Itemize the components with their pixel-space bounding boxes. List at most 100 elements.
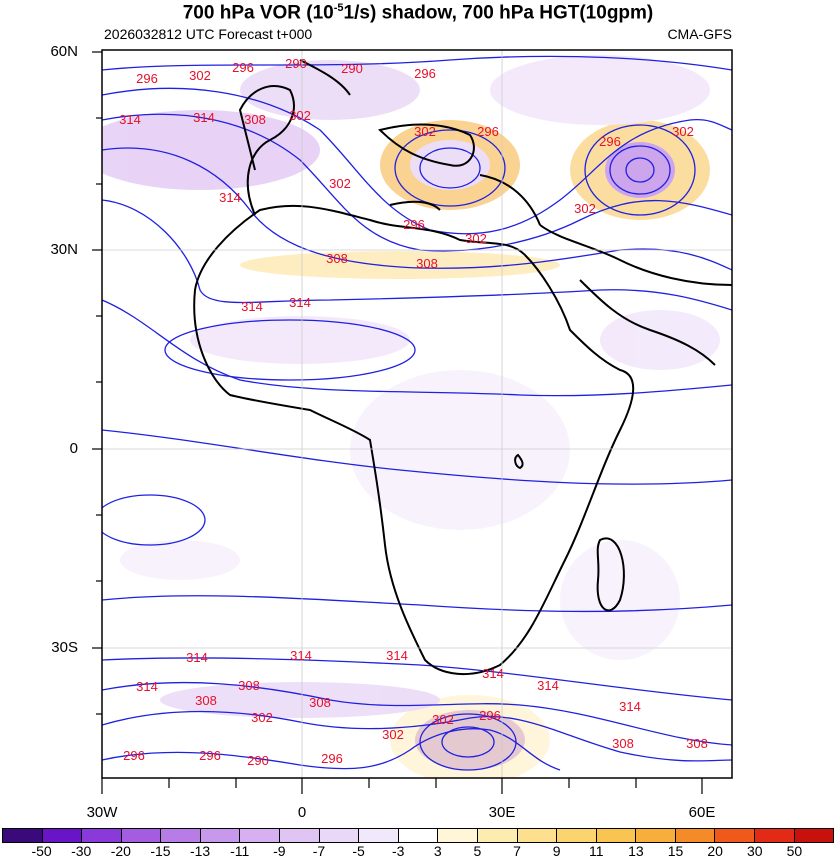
contour-label: 302 xyxy=(414,124,436,139)
lat-label-0: 0 xyxy=(69,440,78,457)
contour-label: 302 xyxy=(289,108,311,123)
colorbar-label: -5 xyxy=(352,843,365,859)
colorbar-cell xyxy=(319,829,360,842)
colorbar-cell xyxy=(359,829,399,842)
colorbar-cell xyxy=(557,829,597,842)
lon-label-60e: 60E xyxy=(688,804,716,821)
colorbar-label: -11 xyxy=(230,843,250,859)
colorbar-label: -3 xyxy=(391,843,405,859)
lon-label-0: 0 xyxy=(297,804,307,821)
colorbar-label: 30 xyxy=(746,843,763,859)
map-content: 296 302 296 290 290 296 302 314 314 308 302 296 296 3… xyxy=(102,50,732,778)
contour-label: 296 xyxy=(599,134,621,149)
colorbar-label: 50 xyxy=(786,843,803,859)
contour-label: 302 xyxy=(329,176,351,191)
colorbar-cell xyxy=(240,829,281,842)
colorbar-cell xyxy=(675,829,716,842)
colorbar-label: -7 xyxy=(312,843,326,859)
contour-label: 314 xyxy=(241,299,263,314)
contour-label: 302 xyxy=(672,124,694,139)
contour-label: 296 xyxy=(199,748,221,763)
contour-label: 296 xyxy=(479,708,501,723)
colorbar-label: -30 xyxy=(71,843,92,859)
contour-label: 302 xyxy=(574,201,596,216)
contour-label: 314 xyxy=(186,650,208,665)
contour-label: 296 xyxy=(477,124,499,139)
contour-label: 308 xyxy=(326,251,348,266)
chart-title: 700 hPa VOR (10-51/s) shadow, 700 hPa HG… xyxy=(182,2,654,24)
contour-label: 290 xyxy=(247,753,269,768)
colorbar-label: 20 xyxy=(707,843,723,859)
contour-label: 314 xyxy=(619,699,641,714)
contour-label: 290 xyxy=(341,61,363,76)
colorbar-cell xyxy=(121,829,162,842)
colorbar-cell xyxy=(596,829,637,842)
colorbar-label: 13 xyxy=(628,843,644,859)
colorbar-cell xyxy=(161,829,201,842)
contour-label: 314 xyxy=(136,679,158,694)
contour-label: 314 xyxy=(289,295,311,310)
colorbar-label: -9 xyxy=(273,843,286,859)
contour-label: 302 xyxy=(465,231,487,246)
colorbar-label: 11 xyxy=(589,843,604,859)
lon-label-30w: 30W xyxy=(86,804,118,821)
lat-label-60n: 60N xyxy=(50,43,78,60)
contour-label: 296 xyxy=(414,66,436,81)
contour-label: 308 xyxy=(238,678,260,693)
colorbar-cell xyxy=(754,829,795,842)
colorbar-cell xyxy=(794,829,834,842)
contour-label: 308 xyxy=(416,256,438,271)
contour-label: 302 xyxy=(432,712,454,727)
contour-label: 302 xyxy=(251,710,273,725)
contour-label: 296 xyxy=(232,60,254,75)
colorbar-label: 3 xyxy=(433,843,442,859)
contour-label: 296 xyxy=(136,71,158,86)
contour-label: 302 xyxy=(382,727,404,742)
contour-labels: 296 302 296 290 290 296 302 314 314 308 302 296 296 3… xyxy=(119,56,708,768)
colorbar-label: -50 xyxy=(31,843,52,859)
axis-ticks xyxy=(92,51,703,794)
colorbar-cell xyxy=(3,829,43,842)
colorbar-cell xyxy=(715,829,755,842)
model-name: CMA-GFS xyxy=(667,26,732,42)
colorbar-cell xyxy=(636,829,676,842)
contour-label: 308 xyxy=(195,693,217,708)
lon-label-30e: 30E xyxy=(488,804,516,821)
colorbar xyxy=(2,828,834,843)
lat-label-30s: 30S xyxy=(51,639,78,656)
colorbar-cell xyxy=(42,829,83,842)
colorbar-cell xyxy=(398,829,439,842)
contour-label: 290 xyxy=(285,56,307,71)
colorbar-cell xyxy=(200,829,241,842)
contour-label: 314 xyxy=(482,666,504,681)
contour-label: 314 xyxy=(386,648,408,663)
colorbar-label: -20 xyxy=(110,843,131,859)
colorbar-cell xyxy=(280,829,320,842)
colorbar-label: 15 xyxy=(667,843,684,859)
contour-label: 308 xyxy=(686,736,708,751)
contour-label: 296 xyxy=(403,217,425,232)
contour-label: 314 xyxy=(219,190,241,205)
contour-label: 308 xyxy=(612,736,634,751)
colorbar-label: -15 xyxy=(150,843,171,859)
contour-label: 296 xyxy=(321,751,343,766)
lat-label-30n: 30N xyxy=(50,241,78,258)
coastlines xyxy=(193,59,732,676)
contour-label: 308 xyxy=(244,112,266,127)
run-info: 2026032812 UTC Forecast t+000 xyxy=(104,26,313,42)
colorbar-label: 9 xyxy=(552,843,561,859)
contour-label: 314 xyxy=(537,678,559,693)
gridlines xyxy=(102,50,732,778)
contour-label: 302 xyxy=(189,68,211,83)
plot-frame xyxy=(101,49,733,779)
contour-label: 314 xyxy=(290,648,312,663)
colorbar-cell xyxy=(517,829,558,842)
colorbar-label: 5 xyxy=(473,843,482,859)
contour-label: 308 xyxy=(309,695,331,710)
contour-label: 314 xyxy=(119,112,141,127)
colorbar-label: 7 xyxy=(513,843,521,859)
colorbar-label: -13 xyxy=(189,843,211,859)
height-contours xyxy=(102,55,732,771)
colorbar-cell xyxy=(438,829,478,842)
